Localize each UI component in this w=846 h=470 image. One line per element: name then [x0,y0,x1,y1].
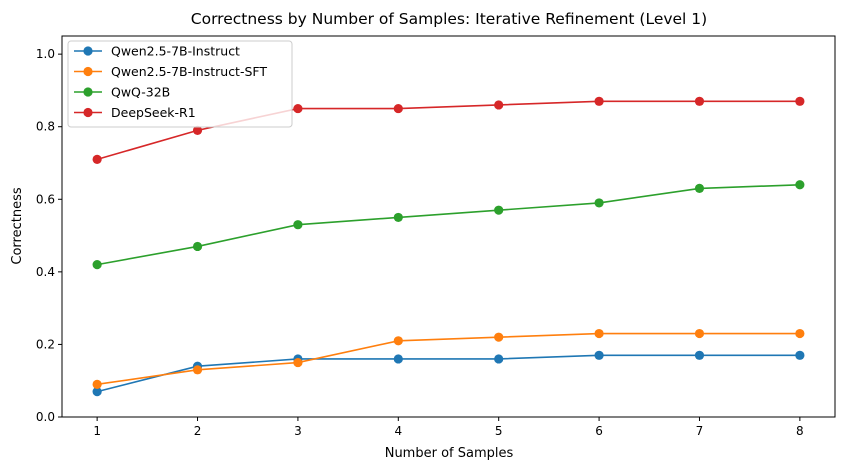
data-point [594,350,604,360]
data-point [694,183,705,193]
data-point [795,350,805,360]
series-qwen2-5-7b-instruct [92,350,805,397]
series-qwen2-5-7b-instruct-sft [92,328,805,389]
data-point [393,103,403,114]
y-tick-label: 0.6 [36,192,55,206]
y-axis: 0.0 0.2 0.4 0.6 0.8 1.0 [36,47,62,424]
legend-marker [83,87,93,97]
x-tick-label: 2 [194,424,202,438]
x-tick-label: 1 [93,424,101,438]
data-point [92,260,102,270]
data-point [192,241,203,252]
legend: Qwen2.5-7B-Instruct Qwen2.5-7B-Instruct-S… [67,40,293,128]
legend-box [67,40,293,128]
legend-marker [83,107,93,118]
legend-label: Qwen2.5-7B-Instruct [111,44,240,59]
data-point [494,332,504,342]
x-axis-label: Number of Samples [385,446,514,461]
data-point [694,328,705,339]
legend-item: DeepSeek-R1 [74,105,196,120]
series-qwq-32b [92,180,805,270]
data-point [293,357,303,368]
y-tick-label: 0.2 [36,337,55,351]
legend-label: Qwen2.5-7B-Instruct-SFT [111,64,267,79]
series-line [96,183,800,266]
y-tick-label: 0.0 [36,410,55,424]
data-point [393,354,403,364]
legend-label: QwQ-32B [111,85,170,100]
x-axis: 1 2 3 4 5 6 7 8 [93,417,804,438]
legend-item: QwQ-32B [74,85,170,100]
x-tick-label: 8 [796,424,804,438]
x-tick-label: 6 [595,424,603,438]
legend-item: Qwen2.5-7B-Instruct-SFT [74,64,267,79]
data-point [694,350,705,360]
data-point [494,100,504,110]
data-point [494,354,504,364]
data-point [92,379,102,389]
series-layer [92,96,805,397]
series-line [97,332,800,386]
y-axis-label: Correctness [10,187,25,264]
x-tick-label: 5 [495,424,503,438]
data-point [694,96,705,106]
legend-marker [83,46,93,56]
y-tick-label: 0.4 [36,265,55,279]
x-tick-label: 3 [294,424,302,438]
data-point [92,154,102,164]
legend-marker [83,66,93,77]
data-point [293,220,303,230]
data-point [594,198,604,208]
data-point [594,328,604,339]
plot-frame [61,35,836,418]
legend-label: DeepSeek-R1 [111,105,196,120]
data-point [393,212,403,223]
data-point [192,125,203,135]
x-tick-label: 4 [394,424,402,438]
plot-area [61,35,836,418]
data-point [494,205,504,215]
x-tick-label: 7 [696,424,704,438]
y-tick-label: 0.8 [36,120,55,134]
data-point [293,103,303,114]
y-tick-label: 1.0 [36,47,55,61]
data-point [594,96,604,106]
data-point [393,336,403,346]
legend-item: Qwen2.5-7B-Instruct [74,44,240,59]
data-point [192,365,203,375]
chart-title: Correctness by Number of Samples: Iterat… [191,10,707,28]
series-line [96,354,800,393]
data-point [795,328,805,339]
data-point [795,180,805,190]
data-point [795,96,805,106]
data-point [92,387,102,397]
